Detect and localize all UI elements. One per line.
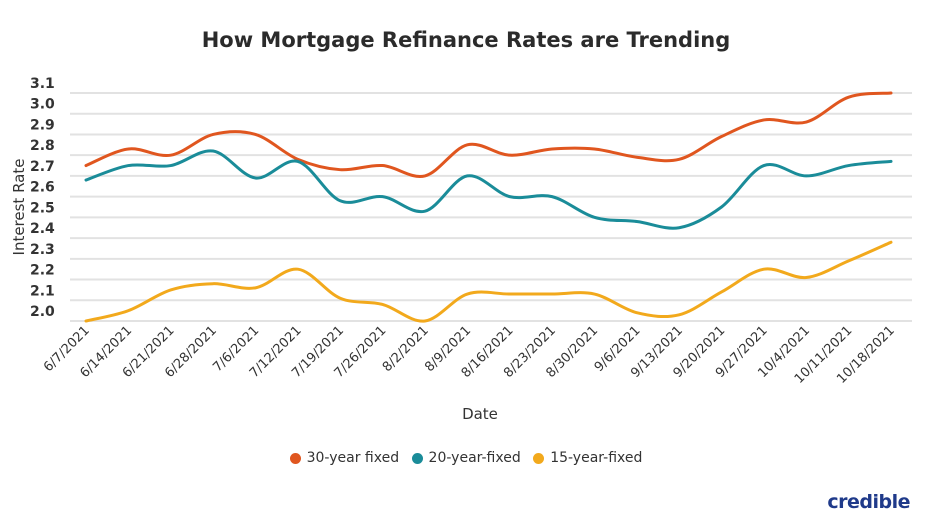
series-line-30-year-fixed xyxy=(84,91,893,178)
credible-logo: credible xyxy=(827,491,910,513)
legend-label: 30-year fixed xyxy=(306,450,400,466)
y-tick-label: 3.0 xyxy=(30,97,55,113)
series-line-15-year-fixed xyxy=(84,240,893,323)
legend: 30-year fixed 20-year-fixed 15-year-fixe… xyxy=(0,450,932,468)
y-tick-label: 2.2 xyxy=(30,263,55,279)
legend-dot-15-year xyxy=(533,452,545,464)
y-tick-label: 2.5 xyxy=(30,200,55,216)
x-axis-label: Date xyxy=(462,405,498,423)
y-tick-label: 2.0 xyxy=(30,304,55,320)
y-tick-label: 2.6 xyxy=(30,180,55,196)
y-tick-label: 2.8 xyxy=(30,138,55,154)
legend-label: 15-year-fixed xyxy=(550,450,643,466)
y-tick-label: 3.1 xyxy=(30,76,55,92)
y-tick-label: 2.3 xyxy=(30,242,55,258)
y-axis-label: Interest Rate xyxy=(10,159,28,256)
legend-item-15-year: 15-year-fixed xyxy=(533,450,642,466)
y-tick-label: 2.1 xyxy=(30,283,55,299)
legend-item-20-year: 20-year-fixed xyxy=(411,450,521,466)
legend-label: 20-year-fixed xyxy=(428,450,521,466)
legend-dot-30-year xyxy=(289,452,301,464)
chart-title: How Mortgage Refinance Rates are Trendin… xyxy=(201,28,731,52)
y-tick-label: 2.9 xyxy=(30,117,55,133)
y-tick-label: 2.4 xyxy=(30,221,55,237)
series-line-20-year-fixed xyxy=(84,149,893,230)
y-tick-label: 2.7 xyxy=(30,159,55,175)
legend-dot-20-year xyxy=(411,452,423,464)
legend-item-30-year: 30-year fixed xyxy=(289,450,400,466)
